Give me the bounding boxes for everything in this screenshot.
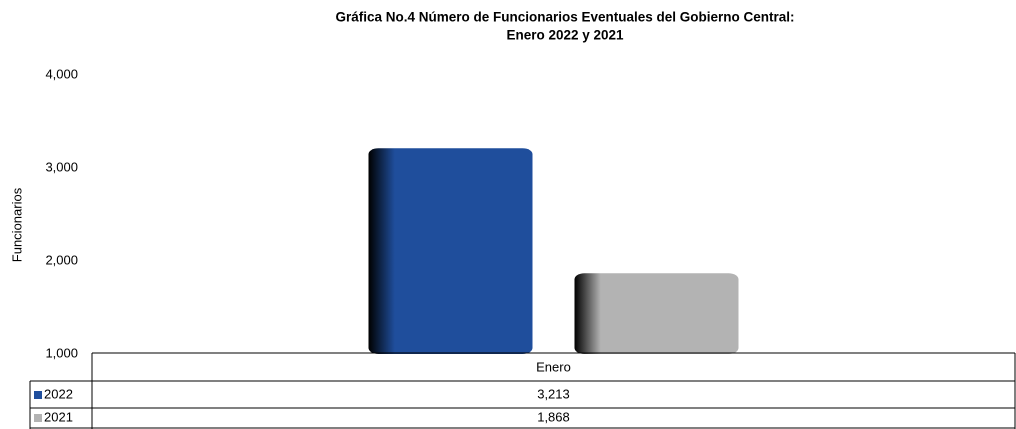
data-label: 1,868 [537, 409, 570, 424]
y-tick-label: 2,000 [45, 252, 78, 267]
bar [368, 148, 533, 354]
legend-swatch [34, 391, 42, 399]
y-axis-label: Funcionarios [9, 187, 24, 262]
legend-label: 2021 [44, 409, 73, 424]
legend-swatch [34, 414, 42, 422]
y-tick-label: 4,000 [45, 66, 78, 81]
legend-label: 2022 [44, 386, 73, 401]
chart-title: Gráfica No.4 Número de Funcionarios Even… [335, 10, 794, 25]
y-tick-label: 1,000 [45, 345, 78, 360]
bar [574, 273, 739, 354]
x-tick-label: Enero [536, 359, 571, 374]
y-tick-label: 3,000 [45, 159, 78, 174]
chart-title: Enero 2022 y 2021 [506, 28, 624, 43]
data-label: 3,213 [537, 386, 570, 401]
